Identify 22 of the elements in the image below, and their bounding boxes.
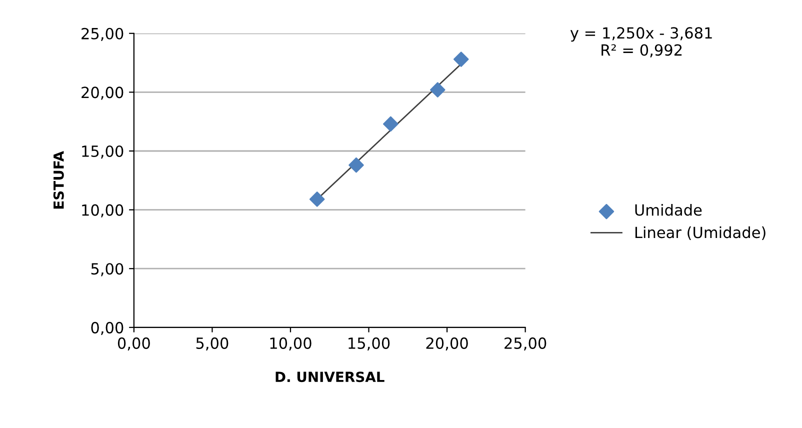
x-tick-label: 20,00 <box>426 337 468 351</box>
point <box>430 82 446 98</box>
point <box>309 192 325 207</box>
x-tick-label: 0,00 <box>118 337 150 351</box>
y-tick-label: 20,00 <box>82 86 124 100</box>
y-tick-label: 15,00 <box>82 145 124 159</box>
legend-label: Linear (Umidade) <box>635 226 766 240</box>
x-tick-label: 15,00 <box>348 337 390 351</box>
x-tick-label: 25,00 <box>504 337 546 351</box>
x-tick-label: 5,00 <box>196 337 228 351</box>
text: y = 1,250x - 3,681 R² = 0,992 <box>570 27 712 58</box>
x-axis-title: D. UNIVERSAL <box>276 372 384 382</box>
point <box>453 52 469 67</box>
x-tick-label: 10,00 <box>270 337 312 351</box>
y-axis-title: ESTUFA <box>53 151 64 209</box>
point <box>348 157 364 173</box>
legend-label: Umidade <box>635 204 702 216</box>
y-tick-label: 25,00 <box>82 28 124 41</box>
y-tick-label: 0,00 <box>91 322 124 335</box>
y-tick-label: 10,00 <box>82 204 124 218</box>
y-tick-label: 5,00 <box>91 263 124 276</box>
point <box>383 116 398 132</box>
